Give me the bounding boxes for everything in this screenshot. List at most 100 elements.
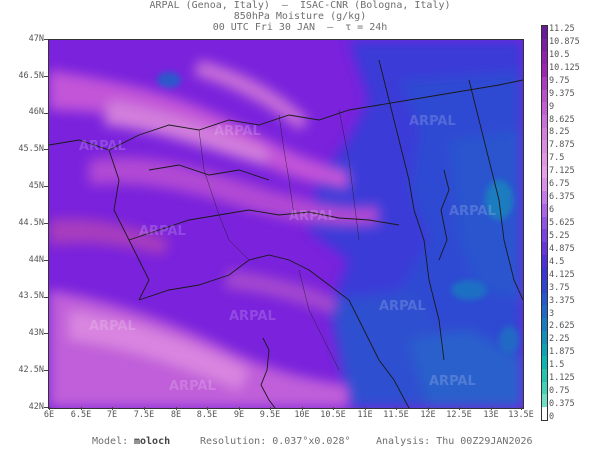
colorbar-segment (542, 203, 547, 217)
colorbar-label: 9 (549, 101, 555, 112)
colorbar-segment (542, 368, 547, 382)
lat-label: 45.5N (18, 144, 44, 154)
lon-label: 6E (43, 410, 55, 420)
watermark-text: ARPAL (379, 299, 426, 314)
lon-label: 6.5E (70, 410, 92, 420)
header-valid-time: 00 UTC Fri 30 JAN — τ = 24h (212, 22, 388, 33)
lon-label: 12E (420, 410, 436, 420)
watermark-layer: ARPAL ARPAL ARPAL ARPAL ARPAL ARPAL ARPA… (79, 114, 496, 394)
colorbar-segment (542, 280, 547, 293)
lon-label: 11.5E (383, 410, 409, 420)
header-variable: 850hPa Moisture (g/kg) (233, 11, 367, 22)
regional-borders (198, 109, 360, 371)
lon-tick (112, 407, 113, 410)
lon-label: 10.5E (320, 410, 346, 420)
colorbar-label: 9.75 (549, 75, 570, 86)
lon-tick (81, 407, 82, 410)
colorbar-segment (542, 165, 547, 179)
lat-tick (44, 186, 48, 187)
lon-label: 8E (170, 410, 182, 420)
colorbar-segment (542, 356, 547, 369)
lat-tick (44, 407, 48, 408)
lat-tick (44, 149, 48, 150)
watermark-text: ARPAL (79, 139, 126, 154)
colorbar-segment (542, 64, 547, 77)
header-institutions: ARPAL (Genoa, Italy) — ISAC-CNR (Bologna… (149, 0, 451, 11)
colorbar-label: 4.5 (549, 256, 565, 267)
lon-label: 9E (233, 410, 245, 420)
lat-tick (44, 370, 48, 371)
lat-label: 42N (28, 402, 44, 412)
lon-label: 10E (294, 410, 310, 420)
colorbar-label: 11.25 (549, 24, 575, 34)
lon-tick (459, 407, 460, 410)
lat-label: 44N (28, 255, 44, 265)
colorbar-label: 7.125 (549, 166, 575, 177)
watermark-text: ARPAL (429, 374, 476, 389)
watermark-text: ARPAL (214, 124, 261, 139)
colorbar-label: 5.625 (549, 218, 575, 228)
lon-label: 7E (106, 410, 118, 420)
lon-tick (396, 407, 397, 410)
watermark-text: ARPAL (229, 309, 276, 324)
colorbar-label: 10.125 (549, 62, 580, 73)
colorbar-segment (542, 305, 547, 319)
field-dry-east (309, 40, 523, 408)
lon-tick (144, 407, 145, 410)
watermark-text: ARPAL (289, 209, 336, 224)
colorbar-segment (542, 102, 547, 115)
colorbar-segment (542, 381, 547, 395)
watermark-text: ARPAL (449, 204, 496, 219)
lat-label: 47N (28, 34, 44, 44)
map-header: ARPAL (Genoa, Italy) — ISAC-CNR (Bologna… (0, 0, 600, 33)
colorbar-segment (542, 89, 547, 103)
colorbar-label: 2.25 (549, 334, 570, 345)
colorbar-label: 3 (549, 308, 555, 319)
colorbar-segment (542, 114, 547, 128)
lon-label: 13.5E (508, 410, 534, 420)
colorbar-segment (542, 394, 547, 408)
colorbar-label: 4.125 (549, 269, 575, 280)
colorbar-segment (542, 38, 547, 52)
colorbar-label: 10.5 (549, 49, 570, 60)
colorbar-label: 1.5 (549, 360, 565, 371)
colorbar-label: 1.125 (549, 373, 575, 384)
lat-tick (44, 260, 48, 261)
lat-label: 45N (28, 181, 44, 191)
colorbar-label: 6 (549, 205, 555, 216)
lon-tick (239, 407, 240, 410)
colorbar-label: 1.875 (549, 347, 575, 358)
colorbar-segment (542, 127, 547, 141)
colorbar-label: 8.25 (549, 127, 570, 138)
lat-tick (44, 333, 48, 334)
lon-label: 11E (357, 410, 373, 420)
lon-label: 13E (483, 410, 499, 420)
colorbar-segment (542, 153, 547, 166)
colorbar-label: 9.375 (549, 88, 575, 99)
lon-label: 9.5E (259, 410, 281, 420)
colorbar-segment (542, 216, 547, 230)
colorbar-label: 10.875 (549, 36, 580, 47)
colorbar-label: 8.625 (549, 114, 575, 125)
analysis-text: Analysis: Thu 00Z29JAN2026 (376, 436, 533, 447)
colorbar-segment (542, 407, 547, 420)
colorbar-segment (542, 26, 547, 39)
model-name: moloch (134, 436, 171, 447)
coastlines-borders (49, 59, 523, 408)
lat-tick (44, 223, 48, 224)
colorbar-segment (542, 241, 547, 255)
moisture-colorbar (541, 25, 548, 421)
field-moist-bands (49, 60, 379, 408)
lat-label: 43N (28, 328, 44, 338)
colorbar-segment (542, 178, 547, 192)
colorbar-label: 5.25 (549, 230, 570, 241)
moisture-map: ARPAL ARPAL ARPAL ARPAL ARPAL ARPAL ARPA… (48, 39, 524, 409)
lon-label: 8.5E (196, 410, 218, 420)
lat-label: 46N (28, 107, 44, 117)
lon-tick (365, 407, 366, 410)
model-label: Model: (92, 436, 129, 447)
lon-tick (302, 407, 303, 410)
colorbar-segment (542, 292, 547, 306)
colorbar-segment (542, 51, 547, 65)
colorbar-segment (542, 229, 547, 242)
